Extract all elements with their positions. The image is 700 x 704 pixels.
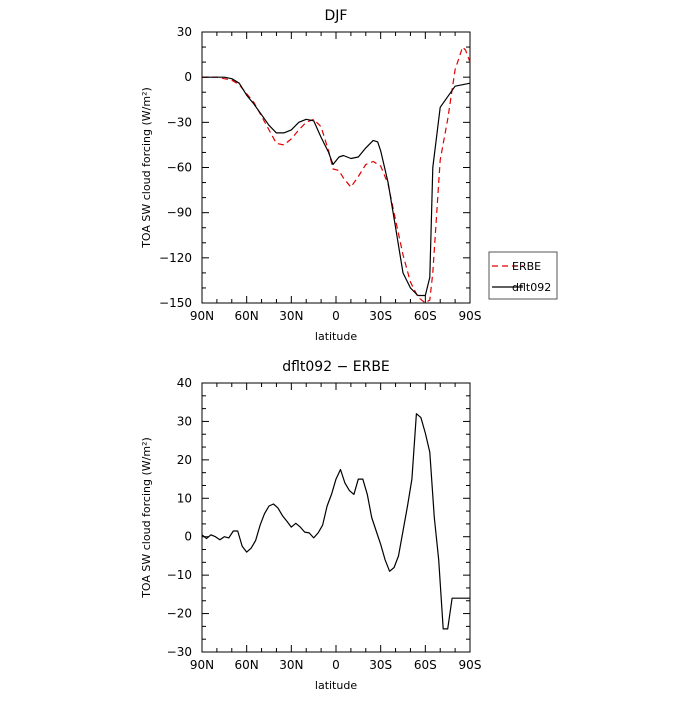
x-tick-label: 60S	[414, 658, 437, 672]
chart-title: dflt092 − ERBE	[282, 359, 390, 375]
y-tick-label: 30	[177, 25, 192, 39]
y-tick-label: −30	[167, 645, 192, 659]
legend-label-ERBE: ERBE	[512, 260, 541, 273]
x-tick-label: 60S	[414, 309, 437, 323]
x-tick-label: 30S	[369, 658, 392, 672]
y-tick-label: 0	[184, 530, 192, 544]
x-tick-label: 90S	[459, 309, 482, 323]
x-tick-label: 90N	[190, 658, 214, 672]
x-axis-label: latitude	[315, 330, 357, 343]
y-tick-label: −10	[167, 568, 192, 582]
x-axis-label: latitude	[315, 679, 357, 692]
y-tick-label: −90	[167, 206, 192, 220]
legend-box	[488, 251, 558, 300]
y-tick-label: 10	[177, 491, 192, 505]
x-tick-label: 0	[332, 309, 340, 323]
x-tick-label: 0	[332, 658, 340, 672]
x-tick-label: 60N	[235, 658, 259, 672]
plot-frame-1	[201, 382, 471, 653]
y-tick-label: 40	[177, 376, 192, 390]
legend-label-dflt092: dflt092	[512, 281, 551, 294]
y-axis-label: TOA SW cloud forcing (W/m²)	[140, 87, 153, 249]
y-axis-label: TOA SW cloud forcing (W/m²)	[140, 437, 153, 599]
y-tick-label: −60	[167, 161, 192, 175]
y-tick-label: 30	[177, 414, 192, 428]
y-tick-label: 20	[177, 453, 192, 467]
chart-title: DJF	[325, 8, 348, 24]
x-tick-label: 90N	[190, 309, 214, 323]
x-tick-label: 30N	[279, 309, 303, 323]
y-tick-label: −120	[159, 251, 192, 265]
x-tick-label: 60N	[235, 309, 259, 323]
x-tick-label: 30S	[369, 309, 392, 323]
y-tick-label: 0	[184, 70, 192, 84]
y-tick-label: −20	[167, 607, 192, 621]
y-tick-label: −150	[159, 296, 192, 310]
y-tick-label: −30	[167, 115, 192, 129]
series-line-ERBE	[202, 46, 471, 304]
series-line-diff-0	[201, 413, 470, 630]
series-line-dflt092	[202, 76, 471, 297]
x-tick-label: 90S	[459, 658, 482, 672]
x-tick-label: 30N	[279, 658, 303, 672]
